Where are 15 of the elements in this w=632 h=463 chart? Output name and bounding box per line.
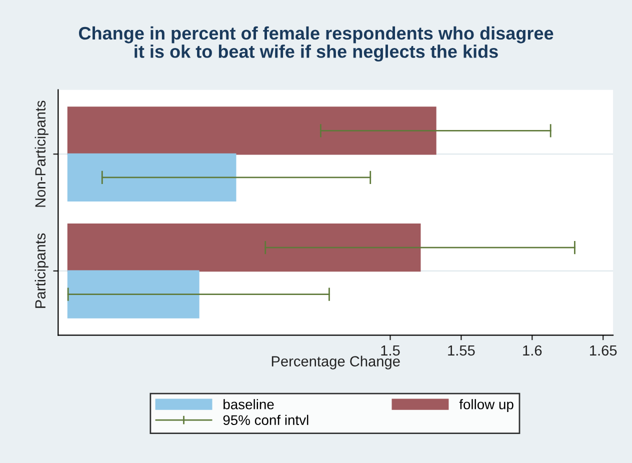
x-tick-label: 1.5 [381, 345, 400, 356]
bar [67, 224, 421, 272]
x-axis-title: Percentage Change [272, 356, 400, 370]
y-tick-label: Participants [34, 233, 48, 308]
x-tick-label: 1.55 [448, 345, 475, 356]
text: 95% conf intvl [223, 414, 308, 426]
bar [67, 153, 236, 202]
x-tick-label: 1.65 [590, 345, 617, 356]
chart-title: Change in percent of female respondents who disagree it is ok to beat wife if she neglects the kids [78, 26, 554, 62]
x-tick-label: 1.6 [523, 345, 542, 356]
bar [67, 106, 436, 155]
bar [67, 270, 200, 318]
y-tick-label: Non-Participants [34, 100, 48, 207]
legend-label: baseline [224, 399, 274, 410]
legend-label: follow up [459, 399, 514, 412]
